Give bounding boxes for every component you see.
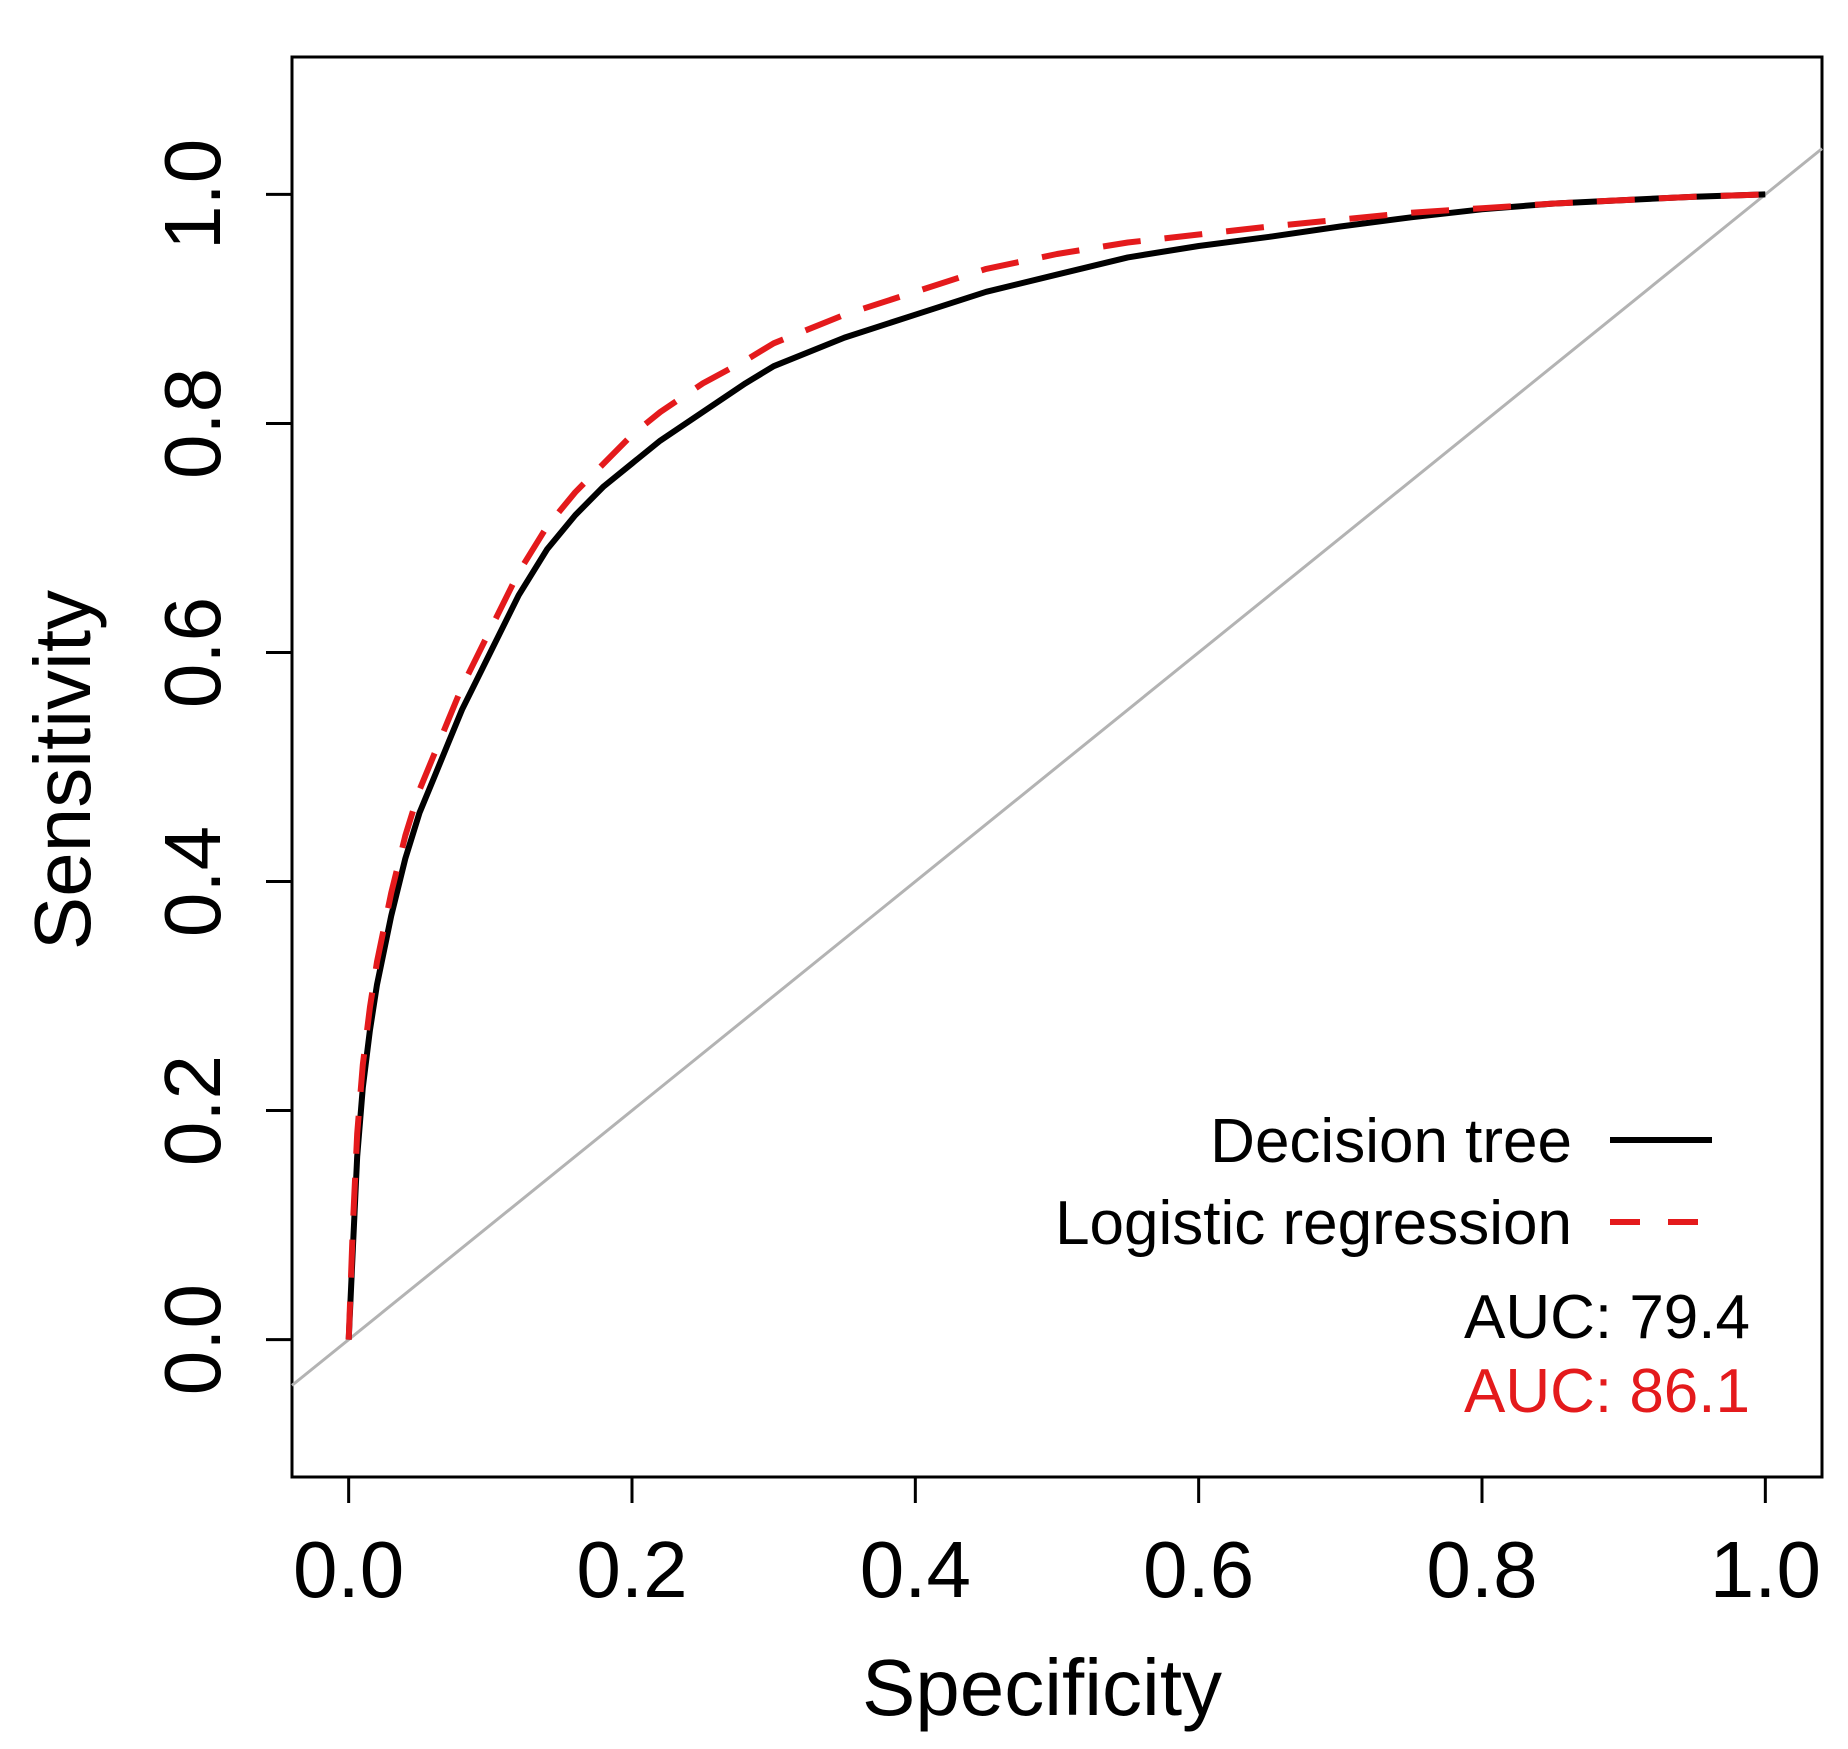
- y-tick-label: 0.0: [148, 1284, 237, 1395]
- x-tick-label: 0.2: [576, 1525, 687, 1614]
- x-axis-label: Specificity: [862, 1643, 1222, 1732]
- x-tick-label: 0.0: [293, 1525, 404, 1614]
- plot-frame: [290, 55, 1824, 1479]
- chance-diagonal-line: [291, 147, 1823, 1387]
- y-tick-label: 0.6: [148, 597, 237, 708]
- legend-label: Decision tree: [1210, 1107, 1572, 1176]
- x-tick-label: 0.6: [1143, 1525, 1254, 1614]
- legend: Decision tree Logistic regression AUC: 79.…: [1055, 1107, 1750, 1426]
- y-axis-label: Sensitivity: [18, 590, 107, 950]
- y-tick-label: 0.4: [148, 826, 237, 937]
- legend-label: Logistic regression: [1055, 1189, 1572, 1258]
- y-tick-label: 1.0: [148, 139, 237, 250]
- y-tick-label: 0.2: [148, 1055, 237, 1166]
- series-line-logistic-regression: [345, 191, 1766, 1340]
- y-tick-label: 0.8: [148, 368, 237, 479]
- auc-label: AUC: 79.4: [1464, 1283, 1750, 1352]
- x-tick-label: 0.4: [860, 1525, 971, 1614]
- x-tick-label: 1.0: [1710, 1525, 1821, 1614]
- auc-label: AUC: 86.1: [1464, 1357, 1750, 1426]
- series-line-decision-tree: [345, 191, 1766, 1340]
- x-tick-label: 0.8: [1426, 1525, 1537, 1614]
